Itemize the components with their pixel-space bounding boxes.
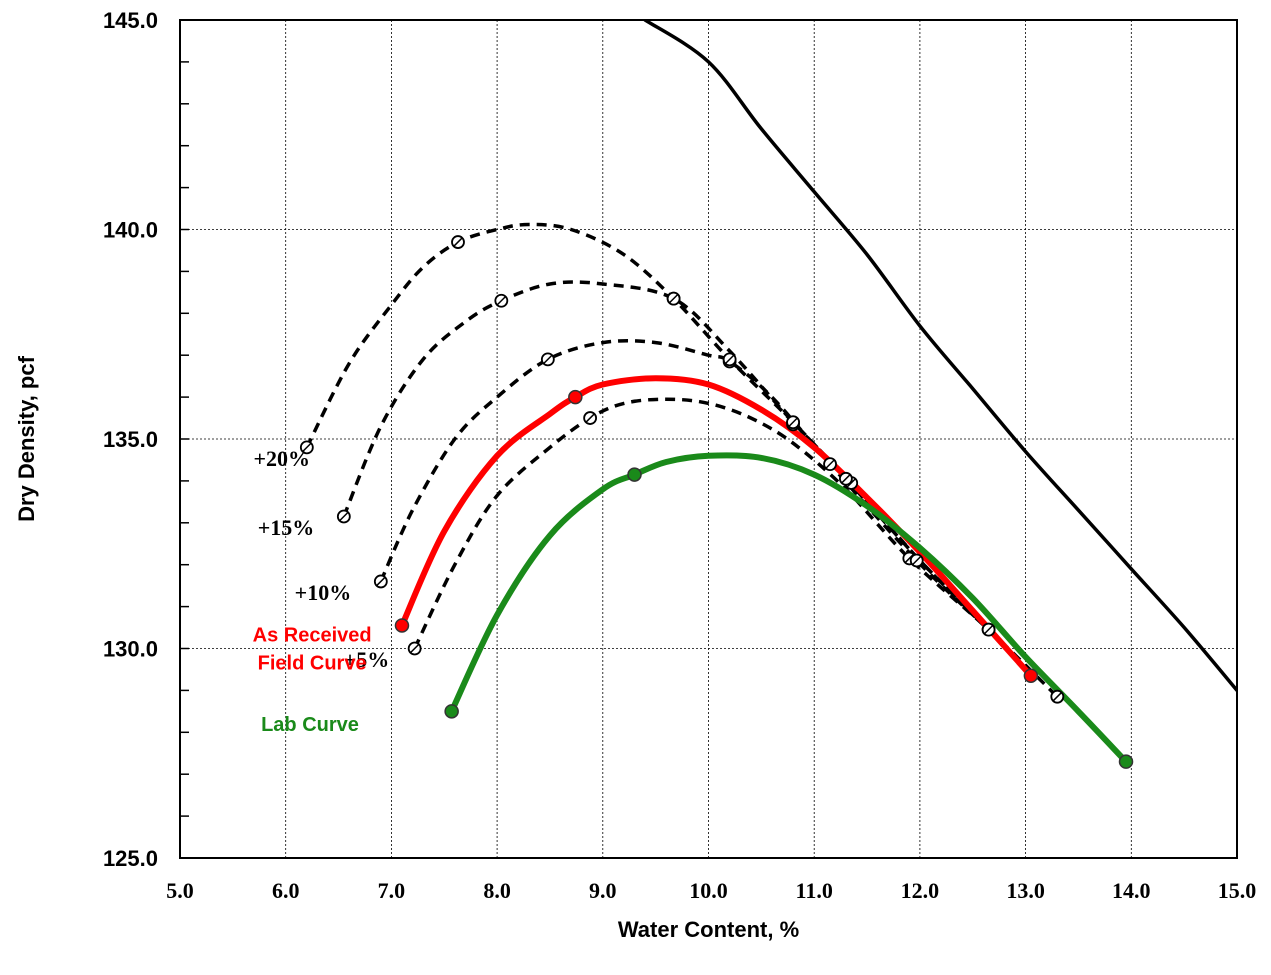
data-point-20 bbox=[666, 291, 681, 306]
x-tick-label: 7.0 bbox=[378, 878, 406, 903]
data-point-slash bbox=[788, 417, 799, 428]
data-point-slash bbox=[496, 295, 507, 306]
x-tick-label: 5.0 bbox=[166, 878, 194, 903]
data-point-slash bbox=[409, 643, 420, 654]
data-point-slash bbox=[301, 442, 312, 453]
data-point-10 bbox=[373, 574, 388, 589]
x-tick-label: 11.0 bbox=[796, 878, 833, 903]
data-point-slash bbox=[983, 624, 994, 635]
annotations: +20% +15% +10% +5%As Received Field Curve Lab… bbox=[253, 446, 390, 736]
data-point-20 bbox=[786, 415, 800, 430]
data-point-lab-curve bbox=[444, 704, 459, 719]
data-point-5 bbox=[1050, 689, 1065, 704]
data-point-as-received-field-curve bbox=[1023, 668, 1039, 683]
percent-label: +20% bbox=[253, 446, 310, 471]
data-point-lab-curve bbox=[627, 467, 642, 482]
curve-label-line: Lab Curve bbox=[261, 714, 359, 736]
data-point-20 bbox=[722, 352, 737, 367]
curve-label-line: Field Curve bbox=[258, 653, 367, 675]
x-tick-label: 14.0 bbox=[1112, 878, 1151, 903]
data-point-slash bbox=[542, 354, 553, 365]
data-point-5 bbox=[583, 411, 598, 425]
y-tick-label: 130.0 bbox=[103, 637, 158, 662]
grid-lines bbox=[180, 20, 1237, 858]
series-line-as-received-field-curve bbox=[399, 375, 1034, 679]
x-tick-label: 8.0 bbox=[483, 878, 511, 903]
data-markers bbox=[299, 235, 1134, 769]
curve-label: Lab Curve bbox=[261, 714, 359, 736]
curve-label-line: As Received bbox=[253, 625, 372, 647]
y-tick-label: 145.0 bbox=[103, 8, 158, 33]
data-point-15 bbox=[336, 509, 351, 524]
x-tick-label: 13.0 bbox=[1006, 878, 1045, 903]
data-point-slash bbox=[375, 576, 386, 587]
data-point-lab-curve bbox=[1118, 754, 1134, 769]
y-tick-label: 135.0 bbox=[103, 427, 158, 452]
series-line-lab-curve bbox=[448, 452, 1129, 765]
plot-frame bbox=[179, 19, 1238, 859]
x-tick-label: 10.0 bbox=[689, 878, 728, 903]
data-point-10 bbox=[540, 352, 555, 367]
series-line-5 bbox=[413, 397, 1059, 698]
data-point-slash bbox=[911, 555, 922, 566]
data-point-10 bbox=[823, 457, 837, 472]
x-tick-label: 15.0 bbox=[1218, 878, 1257, 903]
x-tick-label: 6.0 bbox=[272, 878, 300, 903]
x-tick-label: 12.0 bbox=[901, 878, 940, 903]
x-tick-labels: 5.0 6.0 7.0 8.0 9.0 10.0 11.0 12.0 13.0 14.0 15.0 bbox=[166, 878, 1256, 903]
data-point-slash bbox=[1052, 691, 1063, 702]
series-line-zero-air-voids bbox=[643, 20, 1237, 693]
data-point-10 bbox=[909, 553, 924, 568]
data-point-20 bbox=[839, 471, 853, 486]
data-point-slash bbox=[825, 459, 836, 470]
data-point-20 bbox=[451, 235, 465, 249]
percent-label: +5% bbox=[344, 647, 390, 672]
data-point-slash bbox=[840, 473, 851, 484]
x-axis-title: Water Content, % bbox=[618, 917, 799, 942]
x-tick-label: 9.0 bbox=[589, 878, 617, 903]
y-axis-title: Dry Density, pcf bbox=[14, 355, 39, 522]
data-point-5 bbox=[407, 641, 422, 656]
series-line-20 bbox=[305, 222, 990, 631]
data-point-slash bbox=[724, 354, 735, 365]
data-point-20 bbox=[299, 440, 314, 455]
series-line-15 bbox=[342, 280, 990, 631]
curves bbox=[305, 20, 1237, 765]
y-tick-labels: 125.0 130.0 135.0 140.0 145.0 bbox=[103, 8, 158, 871]
minor-ticks bbox=[180, 61, 189, 817]
percent-label: +10% bbox=[295, 580, 352, 605]
data-point-15 bbox=[494, 293, 509, 308]
y-tick-label: 125.0 bbox=[103, 846, 158, 871]
data-point-slash bbox=[585, 413, 596, 424]
data-point-slash bbox=[668, 293, 679, 304]
data-point-10 bbox=[981, 622, 996, 637]
data-point-slash bbox=[338, 511, 349, 522]
percent-label: +15% bbox=[258, 515, 315, 540]
y-tick-label: 140.0 bbox=[103, 218, 158, 243]
data-point-slash bbox=[452, 237, 464, 248]
data-point-as-received-field-curve bbox=[568, 389, 583, 405]
data-point-as-received-field-curve bbox=[394, 618, 410, 633]
curve-label: As Received Field Curve bbox=[253, 625, 372, 675]
